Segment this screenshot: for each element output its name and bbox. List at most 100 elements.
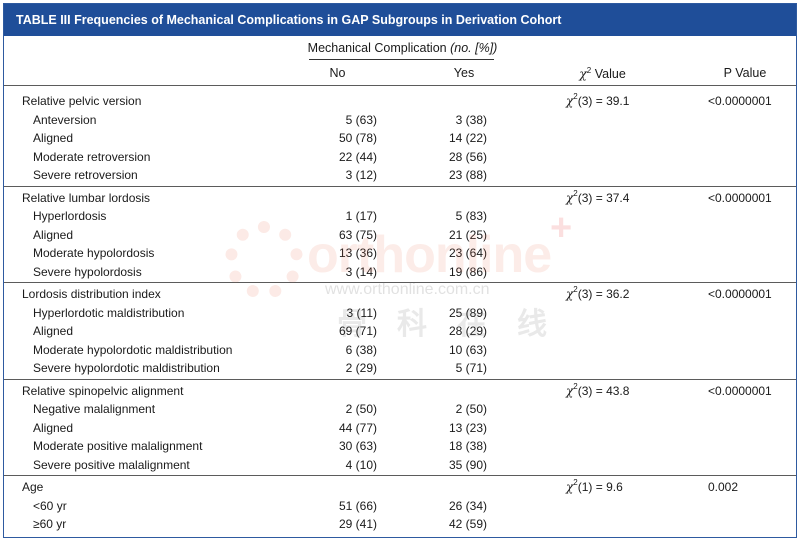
row-label: Aligned: [33, 227, 74, 242]
cell-no: 69 (71): [338, 324, 377, 338]
cell-yes: 42 (59): [448, 517, 487, 531]
cell-no: 3 (11): [346, 305, 377, 320]
cell-yes: 3 (38): [455, 112, 487, 127]
table-row: Negative malalignment 2 (50) 2 (50): [0, 400, 800, 418]
p-value: <0.0000001: [708, 383, 772, 398]
table-row: <60 yr 51 (66) 26 (34): [0, 497, 800, 515]
table-row: Hyperlordosis 1 (17) 5 (83): [0, 207, 800, 225]
row-label: Severe hypolordotic maldistribution: [33, 361, 220, 375]
group-divider: [4, 282, 796, 283]
group-divider: [4, 185, 796, 187]
row-label: Hyperlordotic maldistribution: [33, 305, 185, 320]
chi-symbol: χ: [566, 190, 574, 205]
row-label: Hyperlordosis: [33, 209, 107, 223]
header-chi-exp: 2: [586, 66, 592, 75]
header-chi-symbol: χ: [579, 66, 587, 82]
group-divider: [4, 475, 796, 476]
chi-square-value: χ2(3) = 37.4: [566, 189, 629, 207]
chi-symbol: χ: [566, 287, 574, 301]
row-label: Severe hypolordosis: [33, 264, 142, 279]
chi-square-value: χ2(3) = 36.2: [566, 285, 629, 303]
row-label: Anteversion: [33, 112, 97, 127]
group-divider: [4, 378, 796, 380]
header-chi-value: χ2 Value: [565, 66, 640, 81]
table-row: Moderate positive malalignment 30 (63) 18 …: [0, 437, 800, 455]
cell-no: 2 (50): [345, 402, 377, 416]
group-label: Relative pelvic version: [22, 94, 142, 108]
cell-yes: 28 (29): [448, 324, 487, 338]
row-label: Severe retroversion: [33, 168, 138, 182]
chi-text: (3) = 36.2: [577, 287, 630, 301]
table-row: Aligned 69 (71) 28 (29): [0, 322, 800, 340]
cell-no: 5 (63): [345, 112, 377, 127]
header-rule: [4, 85, 796, 86]
table-row: Severe hypolordosis 3 (14) 19 (86): [0, 263, 800, 281]
row-label: Moderate hypolordotic maldistribution: [33, 342, 233, 357]
table-row: Aligned 44 (77) 13 (23): [0, 419, 800, 437]
table-row: Severe retroversion 3 (12) 23 (88): [0, 166, 800, 184]
chi-square-value: χ2(3) = 39.1: [566, 92, 629, 110]
cell-no: 63 (75): [338, 227, 377, 242]
cell-no: 22 (44): [338, 149, 377, 164]
table-row: Hyperlordotic maldistribution 3 (11) 25 (8…: [0, 304, 800, 322]
cell-no: 29 (41): [338, 517, 377, 531]
chi-square-value: χ2(3) = 43.8: [566, 382, 629, 400]
row-label: Aligned: [33, 420, 74, 435]
cell-no: 1 (17): [345, 209, 377, 223]
chi-exponent: 2: [573, 188, 578, 198]
table-row: Anteversion 5 (63) 3 (38): [0, 111, 800, 129]
chi-exponent: 2: [573, 381, 578, 391]
chi-symbol: χ: [566, 94, 574, 108]
cell-no: 4 (10): [345, 457, 377, 472]
row-label: <60 yr: [33, 498, 67, 513]
row-label: Moderate hypolordosis: [33, 246, 155, 260]
header-yes: Yes: [453, 66, 475, 80]
cell-no: 51 (66): [338, 498, 377, 513]
cell-yes: 28 (56): [448, 149, 487, 164]
cell-yes: 18 (38): [448, 439, 487, 453]
group-row: Lordosis distribution index χ2(3) = 36.2 <…: [0, 285, 800, 303]
cell-yes: 25 (89): [448, 305, 487, 320]
header-p-value: P Value: [723, 66, 767, 80]
header-no: No: [329, 66, 346, 80]
row-label: ≥60 yr: [33, 517, 67, 531]
chi-text: (3) = 43.8: [577, 383, 630, 398]
cell-no: 44 (77): [338, 420, 377, 435]
cell-yes: 26 (34): [448, 498, 487, 513]
chi-exponent: 2: [573, 478, 578, 487]
header-chi-word: Value: [591, 67, 626, 82]
group-label: Relative spinopelvic alignment: [22, 383, 184, 398]
table-row: Moderate hypolordotic maldistribution 6 (…: [0, 341, 800, 359]
group-row: Relative pelvic version χ2(3) = 39.1 <0.00…: [0, 92, 800, 110]
p-value: <0.0000001: [708, 190, 772, 205]
cell-no: 13 (36): [338, 246, 377, 260]
cell-yes: 35 (90): [448, 457, 487, 472]
table-row: Moderate hypolordosis 13 (36) 23 (64): [0, 244, 800, 262]
cell-yes: 2 (50): [455, 402, 487, 416]
table-row: Severe hypolordotic maldistribution 2 (29…: [0, 359, 800, 377]
row-label: Moderate retroversion: [33, 149, 151, 164]
cell-no: 50 (78): [338, 131, 377, 145]
group-row: Age χ2(1) = 9.6 0.002: [0, 478, 800, 496]
table-row: Moderate retroversion 22 (44) 28 (56): [0, 148, 800, 166]
cell-yes: 21 (25): [448, 227, 487, 242]
chi-symbol: χ: [566, 480, 574, 494]
table-row: ≥60 yr 29 (41) 42 (59): [0, 515, 800, 533]
cell-no: 6 (38): [345, 342, 377, 357]
chi-exponent: 2: [573, 285, 578, 294]
group-label: Age: [22, 480, 44, 494]
group-label: Relative lumbar lordosis: [22, 190, 151, 205]
header-mechanical-complication: Mechanical Complication (no. [%]): [300, 41, 505, 55]
chi-text: (3) = 37.4: [577, 190, 630, 205]
table-title: TABLE III Frequencies of Mechanical Comp…: [4, 4, 796, 36]
cell-yes: 5 (83): [455, 209, 487, 223]
row-label: Severe positive malalignment: [33, 457, 190, 472]
chi-text: (1) = 9.6: [577, 480, 623, 494]
group-row: Relative spinopelvic alignment χ2(3) = 43…: [0, 382, 800, 400]
table-row: Aligned 50 (78) 14 (22): [0, 129, 800, 147]
cell-no: 30 (63): [338, 439, 377, 453]
p-value: <0.0000001: [708, 94, 772, 108]
cell-yes: 13 (23): [448, 420, 487, 435]
group-label: Lordosis distribution index: [22, 287, 161, 301]
cell-yes: 14 (22): [448, 131, 487, 145]
